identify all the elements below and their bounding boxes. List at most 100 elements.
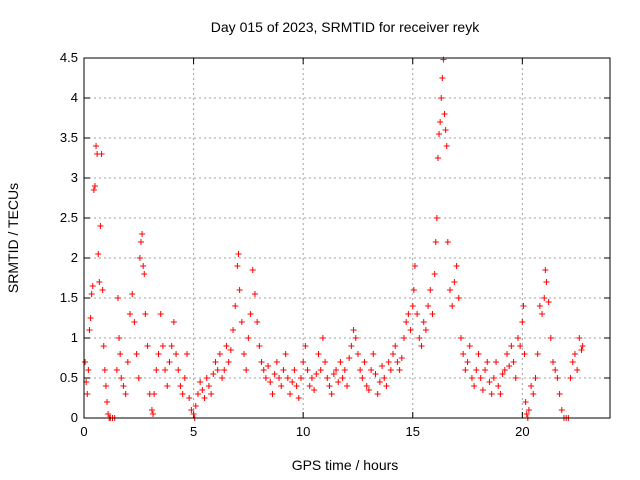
data-point bbox=[414, 311, 421, 317]
data-point bbox=[438, 95, 445, 101]
plot-frame bbox=[83, 57, 611, 419]
data-point bbox=[460, 351, 467, 357]
y-tick-label: 3 bbox=[71, 170, 78, 185]
data-point bbox=[363, 383, 370, 389]
data-point bbox=[84, 391, 91, 397]
y-tick-label: 4.5 bbox=[60, 50, 78, 65]
data-point bbox=[405, 311, 412, 317]
data-point bbox=[93, 143, 100, 149]
data-point bbox=[368, 367, 375, 373]
data-point bbox=[104, 399, 111, 405]
data-point bbox=[400, 335, 407, 341]
data-point bbox=[390, 351, 397, 357]
data-point bbox=[203, 375, 210, 381]
data-point bbox=[558, 407, 565, 413]
data-point bbox=[322, 359, 329, 365]
data-point bbox=[186, 395, 193, 401]
data-point bbox=[442, 127, 449, 133]
data-point bbox=[227, 347, 234, 353]
data-point bbox=[118, 375, 125, 381]
data-point bbox=[341, 367, 348, 373]
chart-title: Day 015 of 2023, SRMTID for receiver rey… bbox=[211, 19, 480, 35]
data-point bbox=[282, 351, 289, 357]
data-point bbox=[137, 239, 144, 245]
data-point bbox=[225, 359, 232, 365]
data-point bbox=[100, 343, 107, 349]
y-tick-label: 4 bbox=[71, 90, 78, 105]
data-point bbox=[525, 407, 532, 413]
data-point bbox=[410, 287, 417, 293]
data-point bbox=[486, 379, 493, 385]
data-point bbox=[175, 367, 182, 373]
data-point bbox=[574, 367, 581, 373]
data-point bbox=[95, 251, 102, 257]
data-point bbox=[262, 375, 269, 381]
data-point bbox=[501, 367, 508, 373]
data-point bbox=[337, 359, 344, 365]
data-point bbox=[122, 391, 129, 397]
data-point bbox=[437, 119, 444, 125]
data-point bbox=[249, 267, 256, 273]
data-point bbox=[289, 379, 296, 385]
data-point bbox=[517, 343, 524, 349]
data-point bbox=[361, 359, 368, 365]
data-point bbox=[547, 335, 554, 341]
data-point bbox=[159, 343, 166, 349]
data-point bbox=[482, 367, 489, 373]
data-point bbox=[522, 399, 529, 405]
data-point bbox=[271, 371, 278, 377]
data-point bbox=[536, 303, 543, 309]
data-point bbox=[210, 371, 217, 377]
data-point bbox=[398, 355, 405, 361]
data-point bbox=[457, 335, 464, 341]
data-point bbox=[181, 375, 188, 381]
data-point bbox=[488, 391, 495, 397]
data-point bbox=[101, 367, 108, 373]
data-point bbox=[433, 215, 440, 221]
data-point bbox=[453, 263, 460, 269]
data-point bbox=[234, 263, 241, 269]
data-point bbox=[556, 391, 563, 397]
data-point bbox=[258, 359, 265, 365]
data-point bbox=[188, 407, 195, 413]
data-point bbox=[291, 367, 298, 373]
data-point bbox=[221, 367, 228, 373]
data-point bbox=[251, 291, 258, 297]
data-point bbox=[276, 375, 283, 381]
data-point bbox=[541, 295, 548, 301]
y-tick-label: 0 bbox=[71, 410, 78, 425]
y-tick-label: 3.5 bbox=[60, 130, 78, 145]
data-point bbox=[150, 411, 157, 417]
data-point bbox=[479, 387, 486, 393]
data-point bbox=[359, 375, 366, 381]
x-tick-label: 5 bbox=[190, 424, 197, 439]
data-point bbox=[543, 279, 550, 285]
x-tick-label: 0 bbox=[80, 424, 87, 439]
data-point bbox=[240, 351, 247, 357]
data-point bbox=[333, 367, 340, 373]
data-point bbox=[177, 383, 184, 389]
data-point bbox=[493, 359, 500, 365]
data-point bbox=[129, 291, 136, 297]
data-point bbox=[319, 335, 326, 341]
data-point bbox=[477, 375, 484, 381]
data-point bbox=[468, 375, 475, 381]
data-point bbox=[510, 359, 517, 365]
data-point bbox=[99, 287, 106, 293]
data-point bbox=[464, 359, 471, 365]
data-point bbox=[300, 359, 307, 365]
data-point bbox=[216, 351, 223, 357]
data-point bbox=[96, 279, 103, 285]
data-point bbox=[357, 367, 364, 373]
y-tick-label: 1 bbox=[71, 330, 78, 345]
data-point bbox=[396, 367, 403, 373]
data-point bbox=[431, 271, 438, 277]
data-point bbox=[471, 383, 478, 389]
data-point bbox=[136, 255, 143, 261]
data-point bbox=[379, 363, 386, 369]
data-point bbox=[194, 391, 201, 397]
data-point bbox=[350, 327, 357, 333]
data-point bbox=[381, 375, 388, 381]
data-point bbox=[214, 367, 221, 373]
